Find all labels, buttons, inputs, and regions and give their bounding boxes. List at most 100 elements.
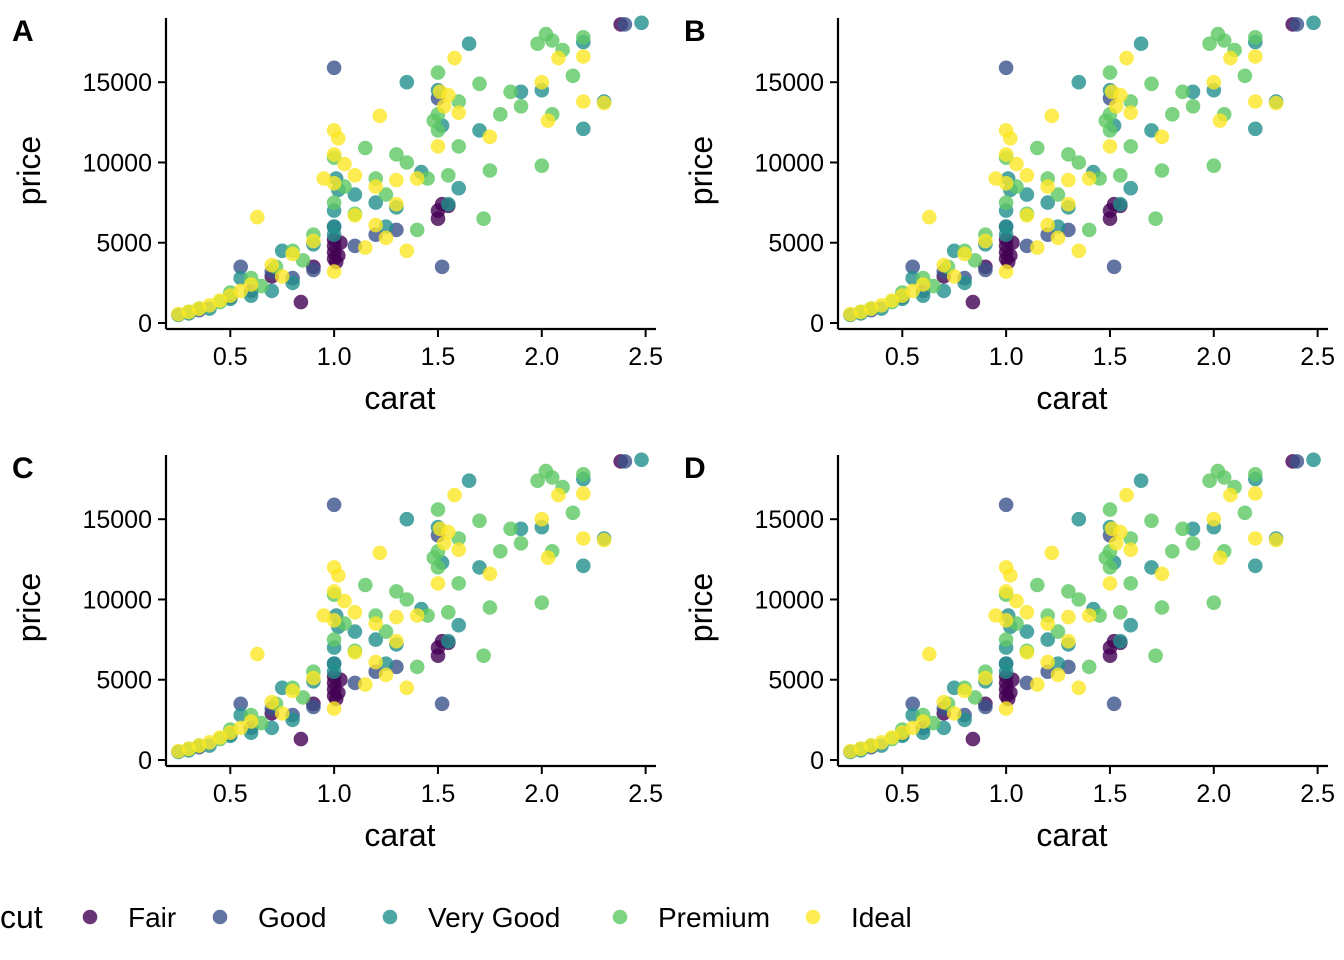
point-very-good [1040,632,1055,647]
point-ideal [1248,531,1263,546]
point-very-good [576,121,591,137]
point-ideal [1061,172,1076,188]
point-good [434,696,450,712]
point-premium [472,513,487,529]
legend-marker [82,909,98,925]
point-very-good [513,521,529,537]
point-ideal [1212,113,1228,128]
points-group [171,15,649,323]
point-premium [430,65,446,80]
point-ideal [372,545,388,561]
point-premium [326,632,342,647]
x-tick-label: 0.5 [213,343,248,371]
point-premium [326,195,342,210]
point-ideal [1019,645,1035,660]
point-very-good [347,187,363,202]
point-premium [576,30,591,45]
point-premium [1175,521,1190,537]
point-very-good [368,195,384,210]
legend: cut Fair Good Very Good Premium Ideal [0,899,912,935]
point-ideal [1050,230,1066,246]
point-premium [358,140,373,156]
point-very-good [368,632,384,647]
point-ideal [1019,605,1035,620]
point-ideal [430,139,446,154]
point-premium [399,592,415,607]
point-ideal [1044,108,1060,124]
x-axis-title: carat [1036,380,1107,416]
point-ideal [451,105,467,120]
y-tick-label: 0 [138,747,152,775]
point-premium [1123,139,1138,154]
y-tick-label: 0 [138,310,152,338]
point-very-good [634,452,649,468]
y-tick-label: 5000 [96,230,152,258]
point-ideal [1104,84,1120,100]
point-ideal [1040,654,1055,670]
point-ideal [1154,129,1170,145]
point-premium [1148,648,1163,663]
point-ideal [285,246,300,262]
point-good [617,454,633,469]
point-very-good [399,74,415,90]
point-ideal [540,113,556,128]
point-ideal [998,701,1014,716]
point-premium [1237,505,1253,521]
point-premium [1206,158,1222,173]
point-very-good [1133,473,1149,489]
point-premium [1154,163,1170,178]
point-premium [1030,577,1045,593]
point-ideal [233,283,248,299]
legend-label: Very Good [428,902,560,933]
point-premium [378,187,394,202]
y-axis-title: price [683,136,719,205]
point-ideal [447,487,462,503]
point-good [978,262,993,278]
point-ideal [306,670,321,686]
x-tick-label: 2.0 [1196,780,1231,808]
point-very-good [998,227,1014,242]
points-group [171,452,649,760]
point-ideal [936,694,952,710]
point-very-good [998,664,1014,679]
points-group [843,15,1321,323]
point-premium [409,222,425,238]
point-very-good [1071,511,1087,527]
point-very-good [1071,74,1087,90]
point-ideal [843,743,858,759]
point-ideal [1108,99,1124,114]
point-ideal [1040,616,1055,631]
point-ideal [326,560,342,575]
point-premium [513,536,529,551]
point-premium [389,147,404,162]
point-premium [1148,211,1163,226]
y-tick-label: 0 [810,747,824,775]
y-tick-label: 15000 [82,506,152,534]
point-premium [1092,608,1107,623]
point-ideal [436,99,452,114]
point-ideal [264,694,280,710]
legend-label: Good [258,902,327,933]
point-ideal [1268,95,1284,111]
point-very-good [1306,15,1321,31]
point-premium [576,467,591,482]
point-very-good [1185,521,1201,537]
point-very-good [326,227,342,242]
y-tick-label: 0 [810,310,824,338]
point-ideal [905,283,920,299]
point-very-good [1113,196,1128,212]
point-very-good [1306,452,1321,468]
point-premium [1113,168,1128,183]
point-ideal [1108,536,1124,551]
x-tick-label: 1.5 [1093,780,1128,808]
point-ideal [482,566,498,582]
point-ideal [368,654,384,670]
point-premium [358,577,373,593]
point-premium [1237,68,1253,84]
point-ideal [596,95,612,111]
point-ideal [264,257,280,273]
point-ideal [551,487,566,503]
point-premium [530,36,545,51]
point-ideal [576,531,591,546]
point-ideal [946,269,962,284]
